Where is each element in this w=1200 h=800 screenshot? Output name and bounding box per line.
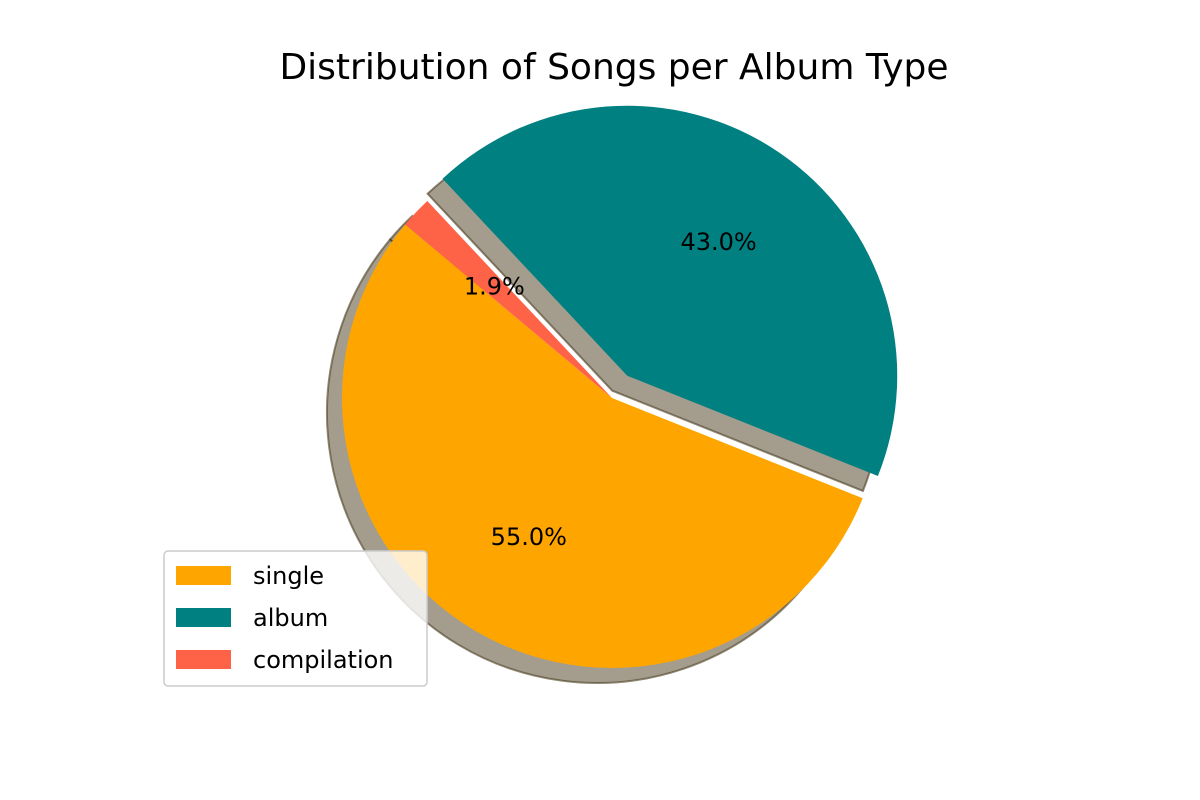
percent-label-compilation: 1.9% [464, 273, 525, 301]
pie-percent-labels: 55.0% 43.0% 1.9% [464, 228, 757, 551]
legend-label-compilation: compilation [253, 646, 394, 674]
legend: single album compilation [163, 550, 428, 687]
legend-swatch-single [176, 566, 231, 585]
pie-slice-album [442, 105, 898, 476]
chart-title: Distribution of Songs per Album Type [279, 47, 948, 88]
legend-swatch-compilation [176, 650, 231, 669]
legend-swatch-album [176, 608, 231, 627]
pie-slice-compilation [405, 201, 612, 398]
percent-label-single: 55.0% [491, 523, 567, 551]
percent-label-album: 43.0% [680, 228, 756, 256]
legend-label-single: single [253, 562, 324, 590]
legend-label-album: album [253, 604, 328, 632]
pie-slice-single [342, 224, 863, 668]
pie-slices [342, 105, 898, 668]
